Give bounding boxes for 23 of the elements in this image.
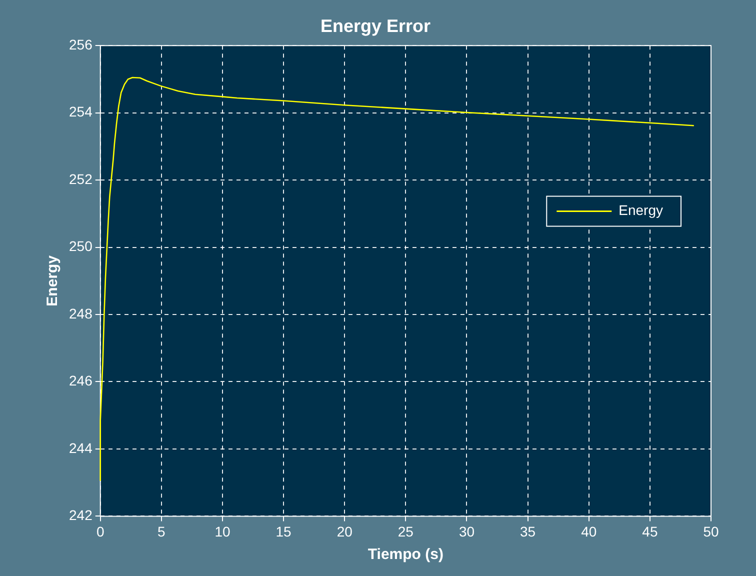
- x-tick-label: 5: [158, 523, 166, 540]
- y-tick-label: 248: [69, 305, 93, 322]
- y-axis-title: Energy: [44, 254, 62, 306]
- y-tick-label: 252: [69, 170, 93, 187]
- x-tick-label: 45: [642, 523, 658, 540]
- x-tick-label: 15: [276, 523, 292, 540]
- y-tick-label: 246: [69, 372, 93, 389]
- y-tick-label: 254: [69, 104, 93, 120]
- x-tick-label: 0: [96, 523, 104, 540]
- y-tick-label: 256: [69, 36, 93, 52]
- y-tick-label: 242: [69, 507, 93, 524]
- x-tick-label: 40: [581, 523, 597, 540]
- y-tick-label: 250: [69, 238, 93, 254]
- x-axis-title: Tiempo (s): [368, 546, 444, 564]
- legend-label: Energy: [618, 202, 663, 218]
- x-tick-label: 50: [703, 523, 719, 540]
- x-tick-label: 20: [336, 523, 353, 540]
- y-tick-label: 244: [69, 440, 93, 456]
- x-tick-label: 30: [458, 523, 475, 540]
- x-tick-label: 25: [398, 523, 414, 540]
- chart-title: Energy Error: [320, 16, 431, 36]
- x-tick-label: 35: [520, 523, 536, 540]
- x-tick-label: 10: [214, 523, 230, 540]
